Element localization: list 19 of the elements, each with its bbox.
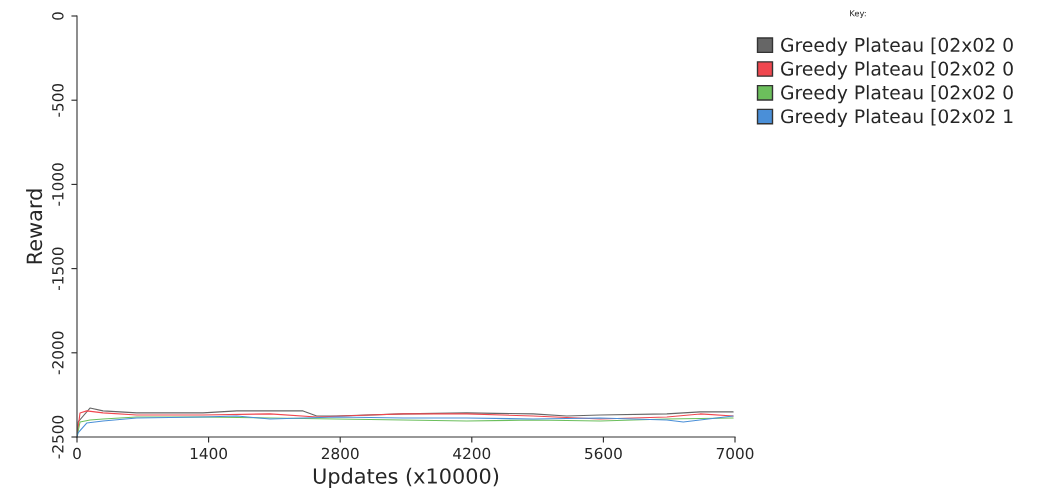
x-tick-label: 0 — [73, 447, 81, 460]
x-tick-label: 2800 — [321, 447, 359, 460]
x-axis-title: Updates (x10000) — [313, 467, 499, 488]
y-tick-label: -500 — [52, 83, 64, 117]
y-tick-label: 0 — [52, 12, 64, 20]
x-tick-label: 1400 — [190, 447, 228, 460]
legend-label: Greedy Plateau [02x02 0 — [781, 61, 1013, 80]
legend-label: Greedy Plateau [02x02 0 — [781, 85, 1013, 104]
legend-label: Greedy Plateau [02x02 0 — [781, 37, 1013, 56]
legend-title: Key: — [850, 10, 866, 19]
y-tick-label: -2000 — [52, 331, 64, 375]
x-tick-label: 5600 — [585, 447, 622, 460]
x-tick-label: 7000 — [716, 447, 754, 460]
y-tick-label: -1500 — [52, 247, 64, 291]
x-tick-label: 4200 — [453, 447, 491, 460]
y-tick-label: -1000 — [52, 163, 64, 206]
y-axis-title: Reward — [26, 189, 43, 264]
legend-label: Greedy Plateau [02x02 1 — [781, 108, 1013, 127]
y-tick-label: -2500 — [52, 415, 64, 459]
